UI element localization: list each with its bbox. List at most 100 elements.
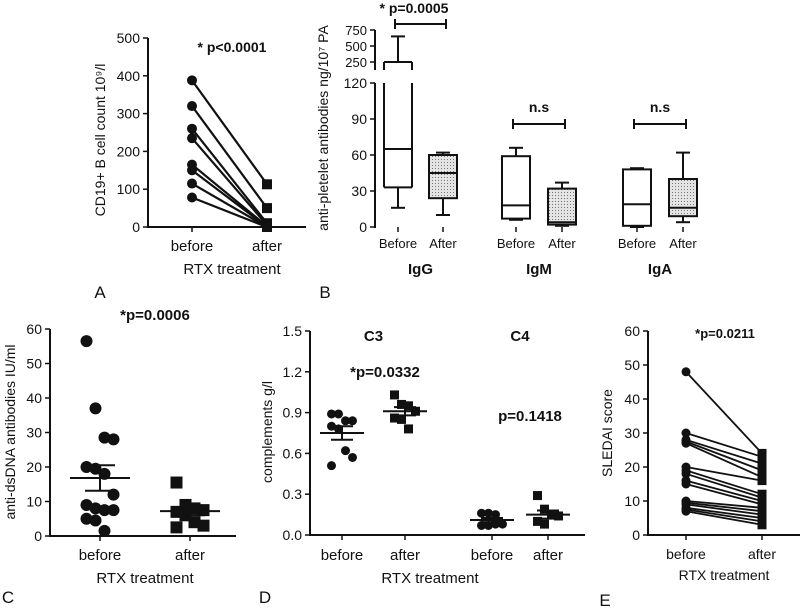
- data-point-circle: [80, 498, 93, 511]
- pair-line: [685, 371, 763, 455]
- data-point-square: [262, 203, 272, 214]
- data-point-square: [262, 179, 272, 190]
- data-point-circle: [89, 402, 102, 415]
- x-tick-label: after: [533, 547, 563, 564]
- data-point-circle: [98, 467, 111, 480]
- y-tick-label: 750: [345, 23, 367, 38]
- x-tick-label: After: [669, 236, 697, 251]
- x-tick-label: Before: [497, 236, 535, 251]
- pair-line: [191, 79, 268, 185]
- y-tick-label: 0: [34, 528, 42, 544]
- x-tick-label: after: [390, 547, 420, 564]
- y-tick-label: 10: [624, 493, 640, 509]
- y-tick-label: 40: [624, 391, 640, 407]
- pair-line: [685, 438, 763, 465]
- data-point-square: [397, 399, 406, 409]
- y-tick-label: 500: [117, 30, 141, 46]
- pair-line: [191, 169, 268, 228]
- y-axis-label: CD19+ B cell count 10⁹/l: [92, 64, 108, 217]
- data-point-circle: [80, 461, 93, 473]
- x-axis-label: RTX treatment: [381, 570, 479, 587]
- x-tick-label: Before: [379, 236, 417, 251]
- x-tick-label: before: [471, 547, 514, 564]
- p-value-annotation: *p=0.0211: [695, 326, 755, 341]
- x-axis-label: RTX treatment: [96, 570, 194, 587]
- y-tick-label: 100: [117, 181, 141, 197]
- x-tick-label: before: [321, 547, 364, 564]
- data-point-circle: [484, 520, 493, 530]
- data-point-square: [757, 452, 767, 462]
- pair-line: [685, 440, 763, 472]
- y-axis-label: complements g/l: [259, 381, 275, 483]
- data-point-circle: [681, 469, 691, 479]
- y-tick-label: 50: [26, 356, 42, 372]
- data-point-square: [397, 414, 406, 424]
- x-tick-label: before: [171, 238, 214, 255]
- y-axis-label: anti-dsDNA antibodies IU/ml: [2, 344, 18, 519]
- y-tick-label: 30: [26, 425, 42, 441]
- data-point-square: [533, 516, 542, 526]
- y-tick-label: 0.0: [283, 527, 303, 543]
- y-tick-label: 30: [624, 425, 640, 441]
- data-point-circle: [187, 165, 197, 176]
- significance-annotation: n.s: [529, 99, 549, 115]
- data-point-circle: [341, 446, 350, 456]
- data-point-circle: [484, 508, 493, 518]
- data-point-square: [390, 390, 399, 400]
- data-point-circle: [187, 133, 197, 144]
- group-label: IgM: [526, 261, 552, 278]
- data-point-circle: [80, 512, 93, 525]
- pair-line: [191, 128, 268, 224]
- significance-annotation: n.s: [650, 99, 670, 115]
- pair-line: [685, 466, 763, 482]
- data-point-circle: [98, 431, 111, 444]
- pair-line: [685, 501, 763, 513]
- y-tick-label: 1.2: [283, 364, 303, 380]
- y-tick-label: 10: [26, 494, 42, 510]
- x-tick-label: before: [666, 546, 706, 562]
- pair-line: [685, 442, 763, 479]
- x-tick-label: After: [429, 236, 457, 251]
- pair-line: [685, 506, 763, 519]
- data-point-circle: [89, 502, 102, 515]
- y-tick-label: 0.9: [283, 405, 303, 421]
- data-point-circle: [341, 416, 350, 426]
- data-point-circle: [327, 461, 336, 471]
- data-point-square: [197, 519, 210, 532]
- pair-line: [685, 510, 763, 526]
- y-tick-label: 20: [624, 459, 640, 475]
- data-point-circle: [681, 506, 691, 516]
- data-point-circle: [89, 514, 102, 527]
- data-point-circle: [187, 75, 197, 86]
- y-tick-label: 400: [117, 68, 141, 84]
- p-value-annotation: *p=0.0332: [350, 364, 420, 381]
- data-point-circle: [187, 178, 197, 189]
- y-tick-label: 20: [26, 459, 42, 475]
- data-point-square: [262, 222, 272, 232]
- y-tick-label: 30: [351, 183, 367, 199]
- pair-line: [191, 163, 268, 228]
- y-tick-label: 300: [117, 106, 141, 122]
- box-body: [501, 155, 531, 220]
- y-tick-label: 0: [132, 219, 140, 235]
- p-value-annotation: * p<0.0001: [198, 39, 267, 55]
- y-tick-label: 0.3: [283, 486, 303, 502]
- data-point-square: [757, 476, 767, 486]
- box-body: [668, 178, 698, 218]
- data-point-circle: [681, 479, 691, 489]
- pair-line: [685, 500, 763, 509]
- y-tick-label: 50: [624, 357, 640, 373]
- pair-line: [191, 196, 268, 229]
- box-body: [547, 187, 577, 226]
- y-tick-label: 60: [26, 321, 42, 337]
- pair-line: [191, 105, 268, 209]
- data-point-square: [170, 476, 183, 489]
- box-body: [428, 154, 458, 200]
- data-point-circle: [681, 428, 691, 438]
- y-tick-label: 60: [351, 147, 367, 163]
- data-point-circle: [491, 510, 500, 520]
- data-point-square: [540, 519, 549, 529]
- x-tick-label: after: [748, 546, 776, 562]
- data-point-circle: [187, 101, 197, 112]
- data-point-square: [404, 424, 413, 434]
